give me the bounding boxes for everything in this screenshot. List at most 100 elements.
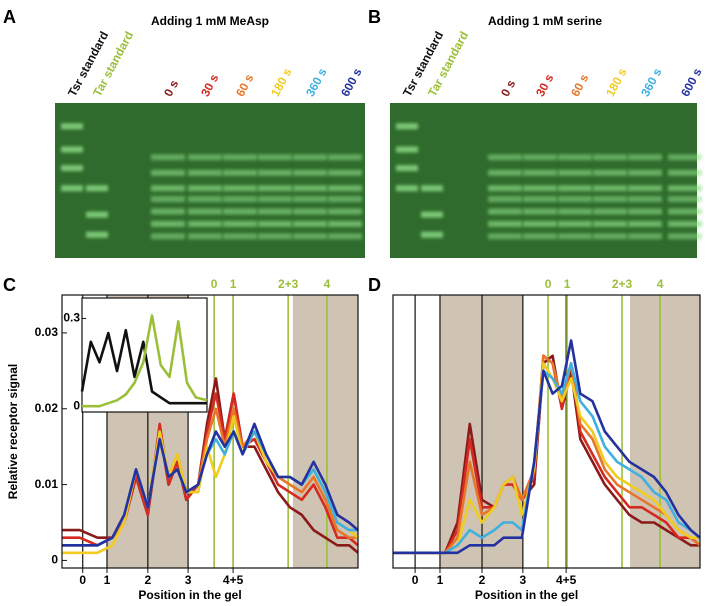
gel-band bbox=[223, 208, 257, 215]
panel-letter: B bbox=[368, 7, 381, 27]
marker-label: 1 bbox=[230, 277, 237, 291]
x-tick-label: 2 bbox=[479, 573, 486, 587]
gel-band bbox=[293, 220, 327, 227]
gel-band bbox=[523, 185, 557, 192]
x-tick-label: 4+5 bbox=[223, 573, 244, 587]
panel-letter: C bbox=[3, 275, 16, 295]
shaded-region bbox=[439, 295, 523, 568]
gel-band bbox=[293, 196, 327, 203]
gel-band bbox=[558, 208, 592, 215]
gel-band bbox=[328, 220, 362, 227]
gel-band bbox=[558, 185, 592, 192]
x-tick-label: 0 bbox=[79, 573, 86, 587]
lane-label: 360 s bbox=[303, 66, 330, 99]
gel-band bbox=[188, 233, 222, 240]
gel-title: Adding 1 mM serine bbox=[488, 14, 602, 28]
gel-band bbox=[421, 211, 443, 218]
gel-band bbox=[488, 208, 522, 215]
gel-band bbox=[593, 185, 627, 192]
gel-band bbox=[668, 233, 702, 240]
lane-label: 0 s bbox=[161, 77, 181, 99]
gel-band bbox=[628, 154, 662, 161]
marker-label: 4 bbox=[324, 277, 331, 291]
x-tick-label: 1 bbox=[104, 573, 111, 587]
gel-band bbox=[86, 231, 108, 238]
gel-band bbox=[523, 220, 557, 227]
gel-band bbox=[488, 196, 522, 203]
gel-band bbox=[223, 233, 257, 240]
gel-band bbox=[61, 165, 83, 172]
gel-band bbox=[421, 231, 443, 238]
gel-band bbox=[258, 154, 292, 161]
gel-band bbox=[258, 208, 292, 215]
panel-letter: A bbox=[3, 7, 16, 27]
gel-band bbox=[628, 220, 662, 227]
shaded-region bbox=[292, 295, 358, 568]
gel-band bbox=[328, 196, 362, 203]
lane-label: 30 s bbox=[533, 71, 556, 98]
gel-band bbox=[151, 154, 185, 161]
marker-label: 0 bbox=[545, 277, 552, 291]
gel-band bbox=[668, 196, 702, 203]
gel-band bbox=[258, 196, 292, 203]
lane-label: 600 s bbox=[678, 66, 705, 99]
gel-band bbox=[488, 185, 522, 192]
gel-band bbox=[523, 208, 557, 215]
plot-frame bbox=[392, 294, 701, 569]
gel-band bbox=[668, 185, 702, 192]
gel-band bbox=[223, 220, 257, 227]
gel-band bbox=[396, 185, 418, 192]
gel-band bbox=[151, 233, 185, 240]
gel-band bbox=[223, 185, 257, 192]
gel-band bbox=[223, 196, 257, 203]
gel-band bbox=[558, 169, 592, 176]
gel-band bbox=[61, 185, 83, 192]
marker-label: 0 bbox=[211, 277, 218, 291]
gel-band bbox=[188, 208, 222, 215]
gel-band bbox=[668, 154, 702, 161]
gel-band bbox=[258, 233, 292, 240]
lane-label: 60 s bbox=[233, 71, 256, 98]
panel-letter: D bbox=[368, 275, 381, 295]
x-tick-label: 0 bbox=[412, 573, 419, 587]
gel-band bbox=[558, 220, 592, 227]
gel-band bbox=[151, 169, 185, 176]
gel-band bbox=[628, 208, 662, 215]
gel-band bbox=[558, 196, 592, 203]
gel-band bbox=[558, 233, 592, 240]
gel-band bbox=[558, 154, 592, 161]
gel-band bbox=[293, 208, 327, 215]
gel-band bbox=[61, 146, 83, 153]
gel-band bbox=[258, 220, 292, 227]
gel-band bbox=[293, 154, 327, 161]
series-line bbox=[62, 422, 359, 547]
gel-band bbox=[61, 123, 83, 130]
lane-label: 600 s bbox=[338, 66, 365, 99]
gel-band bbox=[293, 169, 327, 176]
x-tick-label: 1 bbox=[437, 573, 444, 587]
gel-band bbox=[328, 185, 362, 192]
gel-band bbox=[668, 169, 702, 176]
gel-band bbox=[668, 208, 702, 215]
gel-band bbox=[488, 169, 522, 176]
gel-band bbox=[488, 154, 522, 161]
marker-label: 1 bbox=[564, 277, 571, 291]
inset-y-tick-label: 0.3 bbox=[63, 311, 80, 325]
x-tick-label: 3 bbox=[520, 573, 527, 587]
series-line bbox=[393, 354, 701, 555]
y-tick-label: 0.03 bbox=[35, 325, 59, 339]
inset-line bbox=[82, 314, 208, 408]
marker-label: 2+3 bbox=[278, 277, 299, 291]
gel-band bbox=[293, 185, 327, 192]
gel-band bbox=[151, 208, 185, 215]
gel-band bbox=[258, 185, 292, 192]
gel-band bbox=[523, 196, 557, 203]
series-line bbox=[393, 354, 700, 555]
gel-band bbox=[188, 220, 222, 227]
marker-label: 2+3 bbox=[612, 277, 633, 291]
gel-band bbox=[593, 169, 627, 176]
x-axis-label: Position in the gel bbox=[138, 588, 241, 602]
gel-band bbox=[328, 154, 362, 161]
inset-line bbox=[80, 328, 207, 405]
